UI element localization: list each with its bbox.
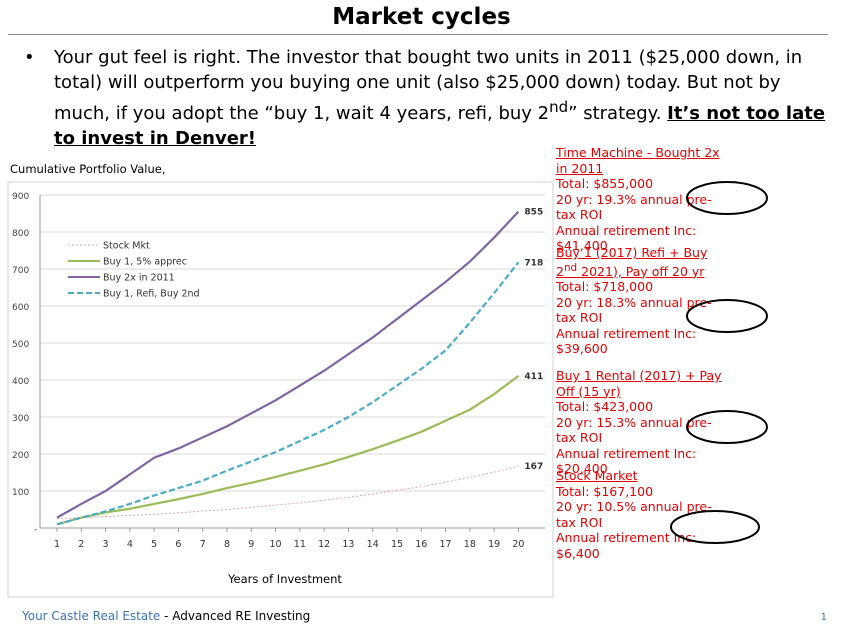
y-tick-label: 300 (12, 414, 29, 424)
x-tick-label: 13 (342, 539, 354, 550)
y-tick-label: 800 (12, 229, 29, 239)
bullet-text: Your gut feel is right. The investor tha… (54, 47, 803, 124)
x-tick-label: 9 (248, 539, 254, 550)
note-line: 20 yr: 19.3% annual pre-tax ROI (556, 191, 712, 223)
note-line: 20 yr: 15.3% annual pre-tax ROI (556, 414, 712, 446)
x-tick-label: 20 (512, 539, 524, 550)
note-line: Total: $167,100 (556, 483, 654, 499)
x-tick-label: 7 (200, 539, 206, 550)
x-tick-label: 19 (488, 539, 500, 550)
series-line (56, 465, 519, 520)
note-line: Annual retirement Inc: $41,400 (556, 222, 697, 254)
x-axis-label: Years of Investment (227, 572, 342, 586)
x-tick-label: 1 (54, 539, 60, 550)
footer-subtitle: - Advanced RE Investing (160, 609, 311, 623)
y-tick-label: 100 (12, 488, 29, 498)
note-line: Annual retirement Inc: $20,400 (556, 445, 697, 477)
note-heading-text: Buy 1 Rental (2017) + Pay Off (15 yr) (556, 368, 722, 399)
x-tick-label: 11 (294, 539, 306, 550)
note-line: Annual retirement Inc: $6,400 (556, 530, 697, 561)
y-tick-label: 700 (12, 266, 29, 276)
note-line: 20 yr: 10.5% annual pre-tax ROI (556, 499, 712, 530)
y-tick-label: - (34, 525, 37, 535)
x-tick-label: 6 (175, 539, 181, 550)
note: Stock Market Total: $167,100 20 yr: 10.5% … (556, 468, 726, 561)
bullet-emphasis: It’s not too late to invest in Denver! (54, 103, 826, 149)
note: Buy 1 Rental (2017) + Pay Off (15 yr) Tot… (556, 368, 726, 477)
note-line: Annual retirement Inc: $39,600 (556, 325, 697, 357)
note-heading-text: Stock Market (556, 468, 638, 483)
x-tick-label: 17 (440, 539, 452, 550)
chart-frame (7, 181, 554, 598)
note-line: Total: $423,000 (556, 399, 654, 414)
note-heading-text: 2021), Pay off 20 yr (577, 263, 705, 279)
x-tick-label: 8 (224, 539, 230, 550)
legend-label: Buy 1, 5% apprec (103, 257, 187, 268)
series-line (56, 261, 520, 526)
note-heading: Time Machine - Bought 2x in 2011 (556, 145, 726, 176)
y-tick-label: 200 (12, 451, 29, 461)
legend-label: Stock Mkt (103, 241, 150, 252)
note-line: Total: $718,000 (556, 279, 654, 295)
x-tick-label: 4 (127, 539, 133, 550)
end-label: 855 (524, 208, 543, 218)
page-number: 1 (820, 612, 827, 623)
note-heading: Stock Market (556, 468, 726, 484)
note-heading-text: Time Machine - Bought 2x in 2011 (556, 145, 720, 176)
x-tick-label: 15 (391, 539, 403, 550)
footer-company: Your Castle Real Estate (22, 609, 161, 623)
note-line: 20 yr: 18.3% annual pre-tax ROI (556, 294, 712, 326)
legend-label: Buy 1, Refi, Buy 2nd (103, 289, 200, 300)
note-heading: Buy 1 (2017) Refi + Buy 2nd 2021), Pay o… (556, 245, 726, 279)
note-heading-sup: nd (563, 261, 578, 274)
y-tick-label: 500 (12, 340, 29, 350)
y-tick-label: 600 (12, 303, 29, 313)
bullet-body: Your gut feel is right. The investor tha… (54, 46, 834, 151)
bullet: • Your gut feel is right. The investor t… (24, 46, 834, 151)
x-tick-label: 18 (464, 539, 476, 550)
footer: Your Castle Real Estate - Advanced RE In… (22, 609, 310, 623)
x-tick-label: 2 (78, 539, 84, 550)
title-rule (8, 34, 828, 35)
bullet-text: ” strategy. (568, 103, 668, 124)
series-line (56, 375, 520, 526)
end-label: 167 (524, 462, 543, 472)
x-tick-label: 10 (270, 539, 282, 550)
chart-title: Cumulative Portfolio Value, (10, 162, 166, 176)
x-tick-label: 14 (367, 539, 379, 550)
bullet-sup: nd (549, 98, 569, 116)
bullet-dot: • (24, 47, 35, 68)
x-tick-label: 3 (103, 539, 109, 550)
legend-label: Buy 2x in 2011 (103, 273, 175, 284)
y-tick-label: 900 (12, 192, 29, 202)
slide-title: Market cycles (332, 4, 511, 30)
end-label: 411 (524, 372, 543, 382)
x-tick-label: 12 (318, 539, 330, 550)
x-tick-label: 5 (151, 539, 157, 550)
x-tick-label: 16 (415, 539, 427, 550)
series-line (56, 210, 520, 519)
note-heading-text: Buy 1 (2017) Refi + Buy 2 (556, 245, 708, 279)
note-heading: Buy 1 Rental (2017) + Pay Off (15 yr) (556, 368, 726, 399)
note: Buy 1 (2017) Refi + Buy 2nd 2021), Pay o… (556, 245, 726, 357)
end-label: 718 (524, 258, 543, 268)
note: Time Machine - Bought 2x in 2011 Total: $… (556, 145, 726, 254)
y-tick-label: 400 (12, 377, 29, 387)
note-line: Total: $855,000 (556, 176, 654, 191)
chart: Cumulative Portfolio Value, Years of Inve… (7, 162, 554, 598)
